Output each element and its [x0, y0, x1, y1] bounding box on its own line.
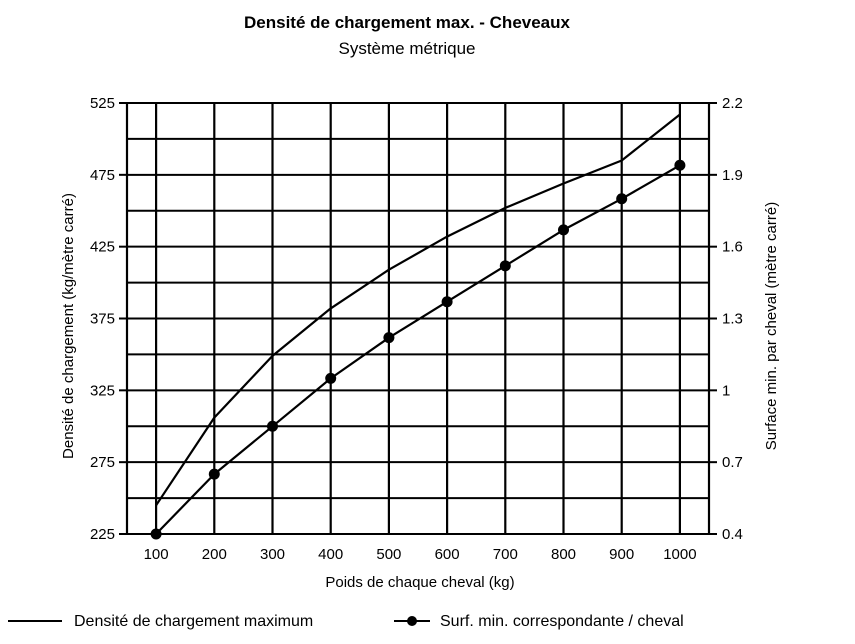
y-left-tick-label: 525	[90, 95, 115, 112]
data-point-min-surface	[499, 260, 511, 272]
data-point-min-surface	[150, 528, 162, 540]
data-point-min-surface	[674, 159, 686, 171]
x-tick-label: 500	[376, 546, 401, 563]
x-tick-label: 400	[318, 546, 343, 563]
y-right-tick-label: 2.2	[722, 95, 743, 112]
x-tick-label: 200	[202, 546, 227, 563]
grid	[127, 102, 709, 535]
x-tick-label: 1000	[663, 546, 696, 563]
y-left-tick-label: 275	[90, 454, 115, 471]
series-line-max-density	[155, 113, 681, 506]
y-left-ticks: 225 275 325 375 425 475 525	[90, 95, 127, 543]
y-left-tick-label: 325	[90, 382, 115, 399]
y-left-tick-label: 425	[90, 239, 115, 256]
data-point-min-surface	[383, 332, 395, 344]
x-tick-label: 900	[609, 546, 634, 563]
chart-subtitle: Système métrique	[339, 39, 476, 58]
series-line-min-surface	[155, 164, 681, 535]
legend-marker-min-surface	[407, 616, 417, 626]
x-ticks: 100 200 300 400 500 600 700 800 900 1000	[144, 546, 697, 563]
x-tick-label: 300	[260, 546, 285, 563]
x-tick-label: 700	[493, 546, 518, 563]
x-tick-label: 600	[435, 546, 460, 563]
legend-label-max-density: Densité de chargement maximum	[74, 613, 313, 630]
data-point-min-surface	[616, 193, 628, 205]
y-left-tick-label: 475	[90, 167, 115, 184]
data-point-min-surface	[208, 468, 220, 480]
x-tick-label: 800	[551, 546, 576, 563]
y-right-tick-label: 1	[722, 382, 730, 399]
data-point-min-surface	[558, 224, 569, 236]
legend-label-min-surface: Surf. min. correspondante / cheval	[440, 613, 684, 630]
series-layer	[150, 113, 686, 540]
data-point-min-surface	[267, 420, 278, 432]
legend: Densité de chargement maximum Surf. min.…	[8, 613, 684, 630]
y-left-axis-label: Densité de chargement (kg/mètre carré)	[60, 193, 77, 459]
y-left-tick-label: 375	[90, 311, 115, 328]
y-right-ticks: 0.4 0.7 1 1.3 1.6 1.9 2.2	[709, 95, 743, 543]
y-right-tick-label: 0.4	[722, 526, 743, 543]
y-right-tick-label: 0.7	[722, 454, 743, 471]
data-point-min-surface	[441, 296, 453, 308]
y-left-tick-label: 225	[90, 526, 115, 543]
x-tick-label: 100	[144, 546, 169, 563]
y-right-tick-label: 1.3	[722, 311, 743, 328]
data-point-min-surface	[325, 372, 337, 384]
chart-title: Densité de chargement max. - Cheveaux	[244, 13, 571, 32]
y-right-tick-label: 1.9	[722, 167, 743, 184]
x-axis-label: Poids de chaque cheval (kg)	[325, 574, 514, 591]
y-right-axis-label: Surface min. par cheval (mètre carré)	[763, 202, 780, 450]
y-right-tick-label: 1.6	[722, 239, 743, 256]
